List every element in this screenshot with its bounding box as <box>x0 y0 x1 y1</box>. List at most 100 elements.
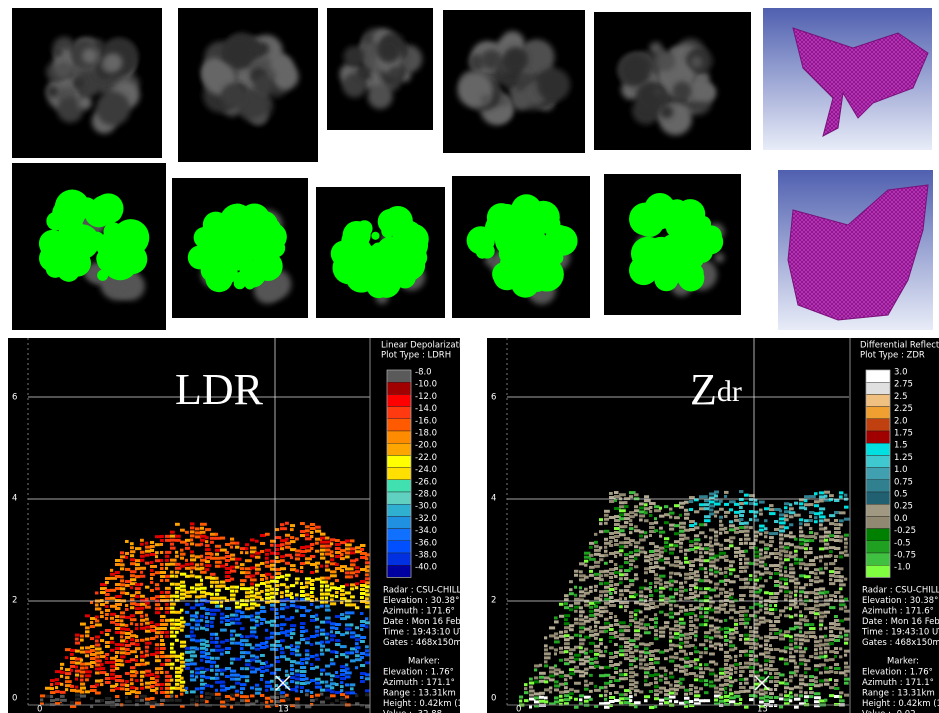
radar-gate <box>180 620 186 624</box>
radar-gate <box>235 621 242 625</box>
radar-gate <box>295 597 299 601</box>
radar-gate <box>719 499 723 503</box>
radar-gate <box>744 577 749 581</box>
radar-gate <box>250 654 256 658</box>
radar-gate <box>744 537 751 541</box>
radar-gate <box>215 604 221 608</box>
radar-gate <box>629 687 634 691</box>
radar-gate <box>769 564 776 568</box>
radar-gate <box>699 543 703 547</box>
radar-gate <box>65 648 71 652</box>
radar-gate <box>709 672 716 676</box>
radar-gate <box>175 678 181 682</box>
radar-gate <box>734 502 740 506</box>
radar-gate <box>205 660 211 664</box>
radar-gate <box>689 652 694 656</box>
radar-gate <box>120 619 124 623</box>
radar-gate <box>819 647 823 651</box>
radar-gate <box>290 688 297 692</box>
radar-gate <box>185 590 191 594</box>
radar-gate <box>185 690 189 694</box>
radar-gate <box>839 555 844 559</box>
radar-gate <box>644 511 648 515</box>
radar-gate <box>754 498 758 502</box>
radar-gate <box>205 704 212 708</box>
radar-gate <box>704 663 709 667</box>
radar-gate <box>340 665 346 669</box>
radar-gate <box>694 662 698 666</box>
radar-gate <box>809 623 815 627</box>
radar-gate <box>320 644 326 648</box>
radar-gate <box>130 658 136 662</box>
radar-gate <box>245 571 251 575</box>
radar-gate <box>140 554 145 558</box>
legend-bg <box>850 338 939 713</box>
radar-gate <box>75 641 81 645</box>
radar-gate <box>604 553 609 557</box>
blob <box>235 217 259 242</box>
radar-gate <box>105 672 109 676</box>
radar-gate <box>839 671 846 675</box>
radar-gate <box>654 613 658 617</box>
radar-gate <box>340 569 345 573</box>
radar-gate <box>180 668 184 672</box>
radar-gate <box>275 580 279 584</box>
radar-gate <box>210 648 217 652</box>
radar-gate <box>235 585 240 589</box>
radar-gate <box>170 642 175 646</box>
radar-gate <box>654 573 659 577</box>
radar-gate <box>604 549 608 553</box>
radar-gate <box>220 536 226 540</box>
radar-gate <box>694 526 700 530</box>
radar-gate <box>265 532 270 536</box>
radar-gate <box>614 507 621 511</box>
radar-gate <box>125 551 130 555</box>
radar-gate <box>260 701 265 705</box>
radar-gate <box>579 658 585 662</box>
radar-gate <box>320 640 324 644</box>
radar-gate <box>614 499 618 503</box>
radar-gate <box>335 631 341 635</box>
radar-gate <box>634 645 639 649</box>
radar-gate <box>115 631 122 635</box>
radar-gate <box>704 591 708 595</box>
radar-gate <box>809 551 813 555</box>
radar-gate <box>180 588 186 592</box>
radar-gate <box>270 635 274 639</box>
radar-gate <box>834 591 841 595</box>
radar-gate <box>799 498 805 502</box>
radar-gate <box>160 630 165 634</box>
radar-gate <box>834 595 838 599</box>
radar-gate <box>315 549 320 553</box>
radar-gate <box>709 652 715 656</box>
radar-gate <box>799 586 806 590</box>
radar-gate <box>340 653 346 657</box>
radar-gate <box>200 650 206 654</box>
radar-gate <box>265 644 269 648</box>
radar-gate <box>724 510 731 514</box>
radar-gate <box>764 543 769 547</box>
radar-gate <box>599 626 606 630</box>
radar-gate <box>804 555 808 559</box>
radar-gate <box>225 614 230 618</box>
radar-gate <box>290 596 294 600</box>
radar-gate <box>300 658 305 662</box>
radar-gate <box>664 545 670 549</box>
radar-gate <box>679 593 684 597</box>
radar-gate <box>285 553 292 557</box>
radar-gate <box>260 533 266 537</box>
radar-gate <box>749 674 754 678</box>
radar-gate <box>330 674 335 678</box>
radar-gate <box>564 694 570 698</box>
radar-gate <box>315 597 319 601</box>
radar-gate <box>719 699 726 703</box>
radar-gate <box>699 547 705 551</box>
radar-gate <box>225 702 230 706</box>
radar-gate <box>75 689 82 693</box>
radar-gate <box>155 627 161 631</box>
radar-gate <box>724 650 730 654</box>
radar-gate <box>729 500 736 504</box>
radar-gate <box>95 667 101 671</box>
radar-gate <box>839 607 844 611</box>
radar-gate <box>335 627 339 631</box>
